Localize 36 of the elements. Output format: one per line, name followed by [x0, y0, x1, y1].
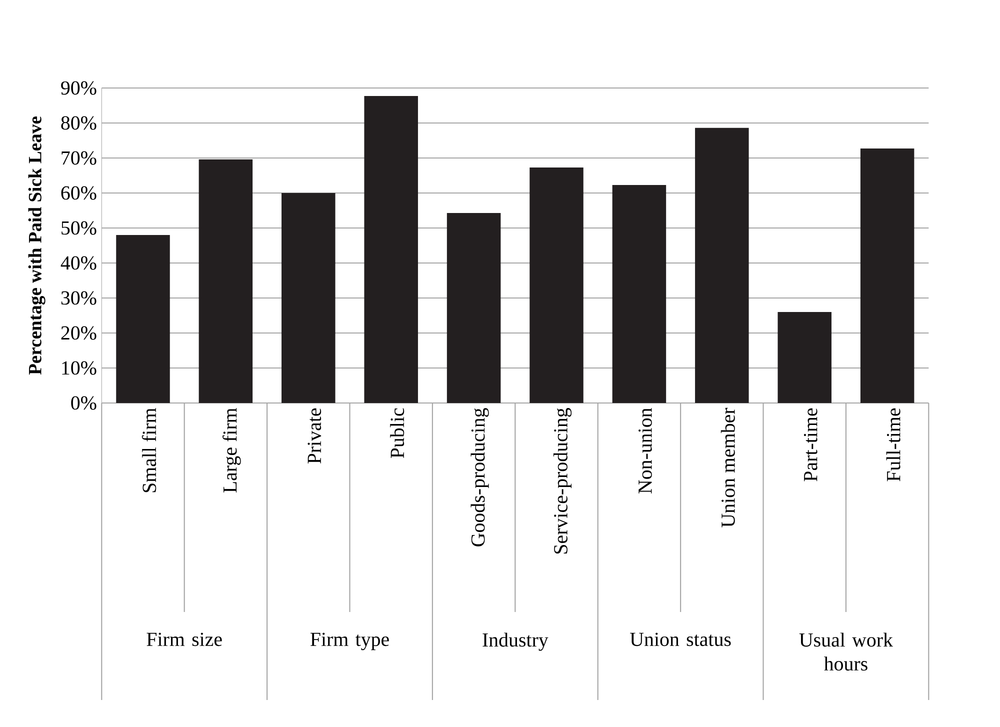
text: Firm type: [310, 632, 389, 650]
y-tick-label: 40%: [60, 256, 96, 270]
bar: [282, 193, 336, 403]
y-tick-label: 90%: [61, 81, 96, 95]
x-tick-label: Union member: [720, 408, 735, 528]
text: Firm size: [146, 632, 222, 646]
y-tick-label: 80%: [61, 116, 96, 130]
x-tick-label: Non-union: [638, 408, 652, 494]
y-tick-label: 10%: [62, 361, 96, 375]
text: Usual work hours: [799, 632, 893, 671]
bar: [446, 212, 501, 403]
bar: [612, 184, 666, 403]
y-tick-label: 30%: [61, 291, 96, 305]
bar: [116, 235, 170, 403]
y-tick-label: 0%: [71, 396, 96, 410]
y-tick-label: 20%: [61, 326, 96, 340]
bar: [860, 148, 914, 403]
text: Union status: [630, 632, 731, 646]
x-tick-label: Private: [308, 408, 322, 464]
bar: [778, 312, 832, 403]
bar: [695, 128, 749, 403]
bar: [530, 167, 584, 403]
bar: [198, 159, 253, 403]
y-axis-title: Percentage with Paid Sick Leave: [28, 116, 46, 375]
x-tick-label: Small firm: [142, 408, 156, 492]
x-tick-label: Goods-producing: [470, 408, 489, 546]
x-tick-label: Public: [390, 408, 404, 458]
y-tick-label: 60%: [61, 186, 96, 200]
x-tick-label: Part-time: [804, 408, 818, 482]
text: Industry: [482, 632, 548, 651]
bar: [364, 96, 418, 403]
y-tick-label: 50%: [62, 221, 96, 235]
x-tick-label: Full-time: [886, 408, 900, 482]
x-tick-label: Service-producing: [553, 408, 572, 554]
y-tick-label: 70%: [62, 151, 96, 165]
x-tick-label: Large firm: [222, 408, 241, 492]
